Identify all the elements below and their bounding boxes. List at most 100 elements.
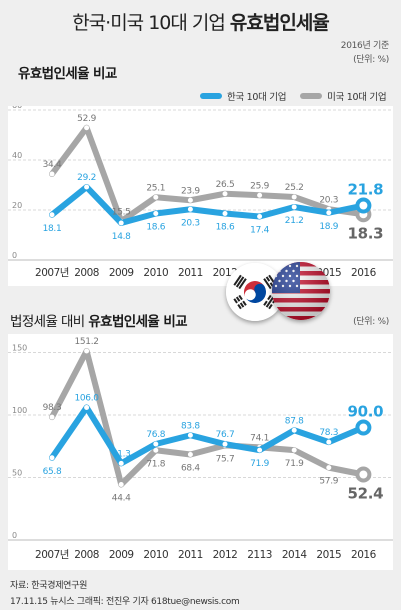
data-label-us: 25.2 (285, 183, 304, 193)
point-us (84, 348, 90, 354)
unit-label-2: (단위: %) (353, 317, 389, 327)
chart1-panel: 02040602007년2008200920102011201221132014… (8, 101, 393, 286)
point-us (49, 171, 55, 177)
x-tick-label: 2113 (247, 549, 272, 561)
data-label-kr: 20.3 (181, 218, 200, 228)
x-tick-label: 2011 (178, 549, 203, 561)
data-label-us: 25.9 (250, 181, 269, 191)
point-us (355, 466, 372, 483)
y-tick-label: 50 (12, 469, 22, 478)
data-label-kr: 29.2 (77, 173, 96, 183)
data-label-kr: 76.7 (216, 430, 235, 440)
point-us (153, 447, 159, 453)
y-tick-label: 0 (12, 251, 17, 260)
chart1-svg: 02040602007년2008200920102011201221132014… (8, 101, 393, 279)
point-kr (355, 419, 372, 436)
data-label-kr: 87.8 (285, 416, 304, 426)
point-kr (84, 184, 90, 190)
data-label-us: 52.4 (347, 485, 383, 503)
data-label-kr: 65.8 (43, 467, 62, 477)
note-year: 2016년 기준 (340, 41, 390, 51)
legend-swatch-us (300, 93, 323, 99)
legend-swatch-kr (200, 93, 222, 99)
data-label-kr: 90.0 (347, 403, 383, 421)
point-us (222, 191, 228, 197)
data-label-us: 26.5 (216, 180, 235, 190)
x-tick-label: 2016 (351, 549, 377, 561)
x-tick-label: 2015 (316, 549, 341, 561)
point-us (257, 192, 263, 198)
data-label-us: 57.9 (319, 477, 338, 487)
point-us (118, 482, 124, 487)
x-tick-label: 2012 (213, 549, 238, 561)
y-tick-label: 150 (12, 344, 27, 353)
x-tick-label: 2010 (143, 267, 168, 279)
data-label-kr: 21.2 (285, 216, 304, 226)
x-tick-label: 2014 (282, 549, 308, 561)
point-us (49, 414, 55, 420)
data-label-kr: 21.8 (347, 181, 383, 199)
series-line-kr (49, 184, 367, 226)
data-label-us: 25.1 (146, 183, 165, 193)
data-label-us: 75.7 (216, 454, 235, 464)
korea-flag-icon (226, 263, 284, 321)
x-tick-label: 2016 (351, 267, 377, 279)
point-kr (222, 441, 228, 447)
data-label-kr: 14.8 (112, 232, 131, 242)
point-kr (49, 455, 55, 461)
point-kr (118, 460, 124, 466)
data-label-us: 52.9 (77, 114, 96, 124)
point-kr (291, 204, 297, 210)
usa-flag-icon (272, 262, 330, 320)
point-kr (153, 211, 159, 216)
point-kr (222, 211, 228, 216)
x-tick-label: 2010 (143, 549, 168, 561)
data-label-kr: 76.8 (146, 430, 165, 440)
data-label-us: 98.3 (43, 403, 62, 413)
point-kr (187, 432, 193, 438)
point-kr (153, 441, 159, 447)
chart2-panel: 0 50 100 150 2007년 2008 2009 2010 2011 2012 2113 20… (8, 334, 393, 570)
point-us (291, 447, 297, 453)
data-label-us: 20.3 (319, 195, 338, 205)
data-label-us: 71.8 (146, 459, 165, 469)
data-label-us: 18.3 (347, 224, 383, 242)
point-kr (84, 405, 90, 410)
x-tick-label: 2011 (178, 267, 203, 279)
point-us (291, 194, 297, 200)
page-title: 한국·미국 10대 기업 유효법인세율 (72, 12, 330, 34)
point-us (84, 125, 90, 131)
point-kr (49, 212, 55, 218)
data-label-kr: 18.1 (43, 224, 62, 234)
x-tick-label: 2007년 (35, 267, 69, 279)
data-label-kr: 18.6 (216, 223, 235, 233)
legend-label-us: 미국 10대 기업 (327, 92, 387, 103)
chart2-title: 법정세율 대비 유효법인세율 비교 (10, 314, 188, 330)
y-tick-label: 60 (12, 106, 22, 110)
unit-label-1: (단위: %) (353, 55, 389, 65)
point-us (187, 452, 193, 457)
data-label-kr: 17.4 (250, 226, 269, 236)
data-label-us: 71.9 (285, 459, 304, 469)
y-tick-label: 20 (12, 201, 22, 210)
point-kr (291, 427, 297, 433)
data-label-us: 68.4 (181, 464, 200, 474)
series-line-kr (49, 404, 367, 467)
point-kr (187, 206, 193, 212)
data-label-us: 23.9 (181, 186, 200, 196)
x-tick-label: 2008 (74, 549, 99, 561)
point-us (153, 194, 159, 200)
data-label-us: 151.2 (74, 337, 98, 347)
point-us (187, 197, 193, 203)
series-line-us (49, 124, 367, 225)
chart1-title: 유효법인세율 비교 (18, 66, 117, 82)
data-label-kr: 71.9 (250, 459, 269, 469)
chart2-svg: 0 50 100 150 2007년 2008 2009 2010 2011 2012 2113 20… (8, 337, 393, 561)
source-text: 자료: 한국경제연구원 (10, 581, 88, 591)
point-us (326, 465, 332, 471)
y-tick-label: 40 (12, 151, 22, 160)
credit-text: 17.11.15 뉴시스 그래픽: 전진우 기자 618tue@newsis.c… (10, 597, 240, 607)
point-kr (326, 210, 332, 216)
data-label-kr: 18.6 (146, 223, 165, 233)
legend-label-kr: 한국 10대 기업 (227, 92, 287, 103)
